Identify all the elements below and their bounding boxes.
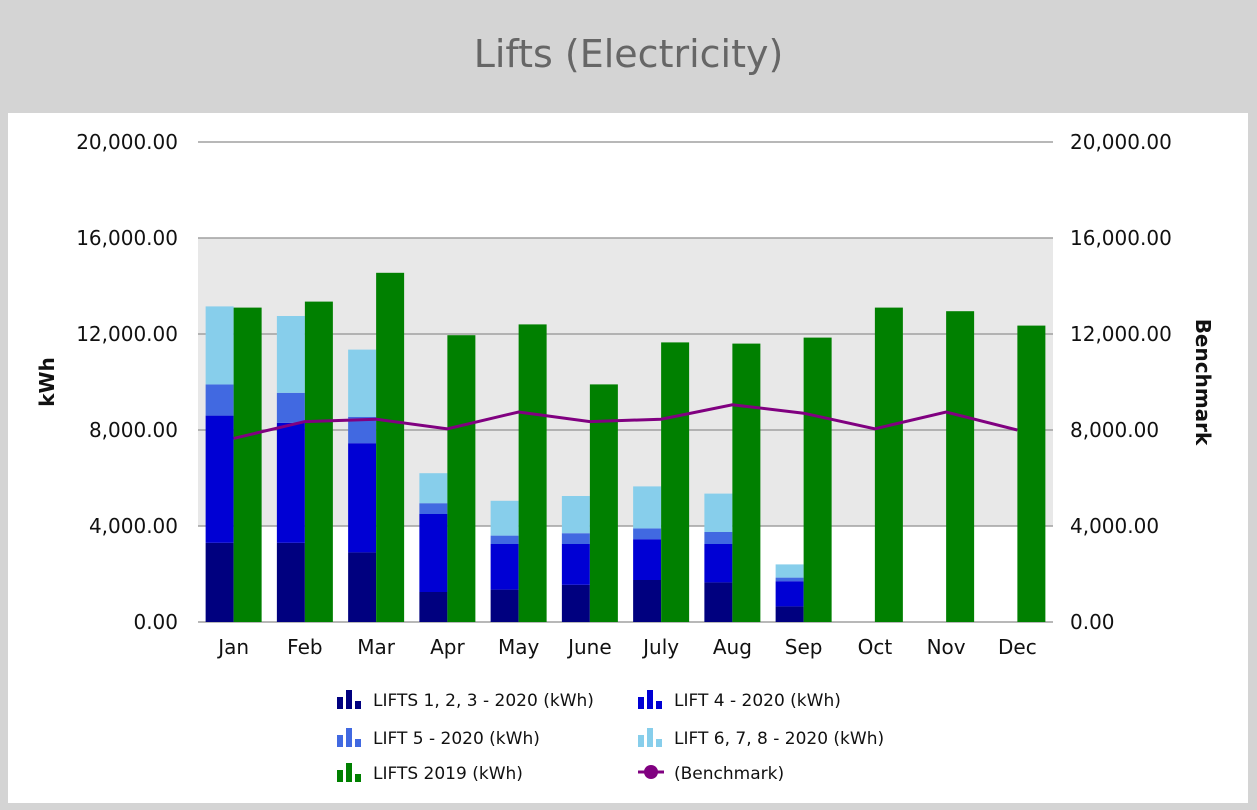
bar-lift-6-7-8-2020-kwh--feb (276, 316, 305, 393)
bar-lift-5-2020-kwh--feb (276, 392, 305, 423)
legend-lift-6-7-8-2020-kwh-swatch-0 (638, 735, 644, 747)
legend-benchmark-label: (Benchmark) (674, 764, 784, 784)
y-tick-left-4: 16,000.00 (76, 226, 178, 250)
bar-lifts-1-2-3-2020-kwh--mar (348, 552, 377, 622)
bar-lifts-1-2-3-2020-kwh--may (490, 589, 519, 622)
x-tick-oct: Oct (858, 635, 893, 659)
x-tick-sep: Sep (785, 635, 823, 659)
bar-lift-6-7-8-2020-kwh--july (633, 486, 662, 529)
bar-lift-4-2020-kwh--feb (276, 422, 305, 543)
legend-lifts-1-2-3-2020-kwh-swatch-1 (346, 690, 352, 709)
legend-lift-4-2020-kwh-swatch-0 (638, 697, 644, 709)
bar-lifts-1-2-3-2020-kwh--aug (704, 582, 733, 622)
y-tick-left-3: 12,000.00 (76, 322, 178, 346)
legend-lift-6-7-8-2020-kwh-swatch-1 (647, 728, 653, 747)
shaded-band (198, 238, 1053, 526)
bar-lifts-1-2-3-2020-kwh--jan (205, 542, 234, 622)
bar-lift-5-2020-kwh--apr (419, 503, 448, 514)
bar-lifts-2019-may (518, 324, 547, 622)
bar-lifts-2019-oct (874, 307, 903, 622)
x-tick-aug: Aug (713, 635, 752, 659)
x-tick-feb: Feb (287, 635, 322, 659)
legend-lifts-2019-kwh-swatch-0 (337, 770, 343, 782)
legend-lift-6-7-8-2020-kwh-label: LIFT 6, 7, 8 - 2020 (kWh) (674, 729, 884, 749)
bar-lift-5-2020-kwh--july (633, 528, 662, 540)
legend-lifts-1-2-3-2020-kwh-swatch-2 (355, 701, 361, 709)
y2-axis-title: Benchmark (1191, 319, 1215, 446)
legend-lift-4-2020-kwh-swatch-2 (656, 701, 662, 709)
x-tick-apr: Apr (430, 635, 465, 659)
bar-lift-5-2020-kwh--sep (775, 577, 804, 582)
bar-lift-4-2020-kwh--apr (419, 514, 448, 592)
legend-lift-4-2020-kwh-swatch-1 (647, 690, 653, 709)
bar-lift-4-2020-kwh--may (490, 544, 519, 590)
y-tick-left-0: 0.00 (133, 610, 178, 634)
benchmark-line (233, 403, 1018, 440)
bar-lift-6-7-8-2020-kwh--mar (348, 349, 377, 417)
bar-lift-4-2020-kwh--aug (704, 544, 733, 583)
bar-lift-4-2020-kwh--jan (205, 415, 234, 543)
legend-lifts-2019-kwh-swatch-1 (346, 763, 352, 782)
bar-lifts-2019-apr (447, 335, 476, 622)
bar-lifts-1-2-3-2020-kwh--june (561, 584, 590, 622)
bar-lifts-2019-june (589, 384, 618, 622)
bar-lift-6-7-8-2020-kwh--may (490, 500, 519, 536)
bar-lift-4-2020-kwh--mar (348, 443, 377, 553)
bar-lift-4-2020-kwh--sep (775, 581, 804, 607)
bar-lifts-2019-sep (803, 337, 832, 622)
y-tick-right-0: 0.00 (1070, 610, 1115, 634)
bar-lift-6-7-8-2020-kwh--aug (704, 493, 733, 532)
legend-lift-5-2020-kwh-swatch-1 (346, 728, 352, 747)
bar-lift-5-2020-kwh--june (561, 533, 590, 544)
legend-lift-5-2020-kwh-label: LIFT 5 - 2020 (kWh) (373, 729, 540, 749)
bar-lift-4-2020-kwh--june (561, 544, 590, 585)
bar-lifts-2019-aug (732, 343, 761, 622)
y-tick-left-2: 8,000.00 (89, 418, 178, 442)
x-tick-dec: Dec (998, 635, 1037, 659)
bar-lifts-2019-jan (233, 307, 262, 622)
bar-lifts-1-2-3-2020-kwh--apr (419, 592, 448, 622)
bar-lift-5-2020-kwh--aug (704, 532, 733, 544)
legend-lift-5-2020-kwh-swatch-2 (355, 739, 361, 747)
legend-lifts-2019-kwh-swatch-2 (355, 774, 361, 782)
bar-lifts-2019-nov (946, 311, 975, 622)
x-tick-mar: Mar (357, 635, 396, 659)
legend-lift-5-2020-kwh-swatch-0 (337, 735, 343, 747)
x-tick-july: July (641, 635, 679, 659)
bar-lifts-2019-dec (1017, 325, 1046, 622)
y-tick-right-3: 12,000.00 (1070, 322, 1172, 346)
bar-lift-5-2020-kwh--jan (205, 384, 234, 416)
y-tick-right-5: 20,000.00 (1070, 130, 1172, 154)
legend-benchmark-swatch-dot (644, 765, 658, 779)
bar-lift-6-7-8-2020-kwh--jan (205, 306, 234, 385)
y-tick-right-2: 8,000.00 (1070, 418, 1159, 442)
bar-lifts-2019-mar (376, 272, 405, 622)
legend-lifts-1-2-3-2020-kwh-label: LIFTS 1, 2, 3 - 2020 (kWh) (373, 691, 594, 711)
legend-lift-4-2020-kwh-label: LIFT 4 - 2020 (kWh) (674, 691, 841, 711)
x-tick-nov: Nov (927, 635, 966, 659)
legend-lifts-1-2-3-2020-kwh-swatch-0 (337, 697, 343, 709)
y-tick-left-5: 20,000.00 (76, 130, 178, 154)
legend-lift-6-7-8-2020-kwh-swatch-2 (656, 739, 662, 747)
y-tick-right-1: 4,000.00 (1070, 514, 1159, 538)
legend-lifts-2019-kwh-label: LIFTS 2019 (kWh) (373, 764, 523, 784)
bar-lift-6-7-8-2020-kwh--sep (775, 564, 804, 578)
bar-lift-4-2020-kwh--july (633, 539, 662, 580)
y-axis-title: kWh (35, 357, 59, 407)
x-tick-jan: Jan (216, 635, 249, 659)
bar-lifts-1-2-3-2020-kwh--sep (775, 606, 804, 622)
chart-title: Lifts (Electricity) (473, 32, 784, 76)
bar-lifts-1-2-3-2020-kwh--july (633, 580, 662, 622)
bar-lift-5-2020-kwh--may (490, 535, 519, 544)
bar-lifts-2019-feb (304, 301, 333, 622)
y-tick-right-4: 16,000.00 (1070, 226, 1172, 250)
x-tick-may: May (498, 635, 540, 659)
bar-lift-6-7-8-2020-kwh--june (561, 496, 590, 534)
bar-lifts-2019-july (661, 342, 690, 622)
x-tick-june: June (566, 635, 612, 659)
bar-lift-6-7-8-2020-kwh--apr (419, 473, 448, 504)
y-tick-left-1: 4,000.00 (89, 514, 178, 538)
bar-lifts-1-2-3-2020-kwh--feb (276, 542, 305, 622)
